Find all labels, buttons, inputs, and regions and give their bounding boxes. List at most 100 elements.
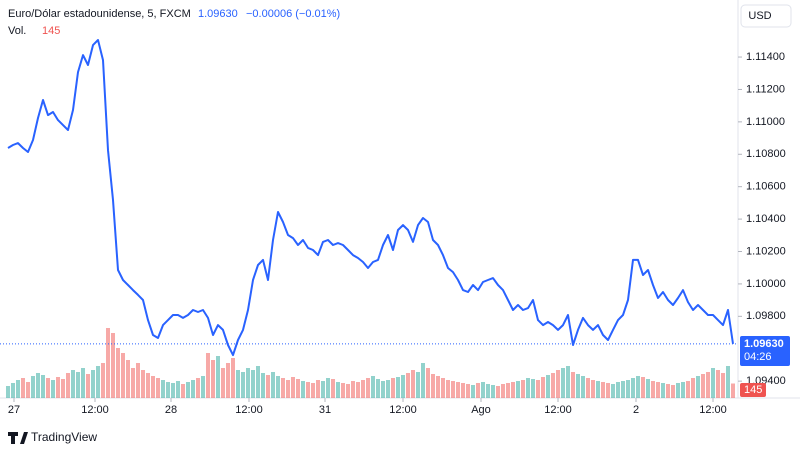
- x-tick-label: 31: [319, 404, 331, 416]
- volume-layer: [6, 328, 735, 398]
- volume-bar: [641, 377, 645, 398]
- volume-bar: [61, 379, 65, 398]
- volume-bar: [471, 385, 475, 398]
- brand[interactable]: TradingView: [31, 430, 97, 444]
- volume-bar: [661, 383, 665, 398]
- currency-label[interactable]: USD: [748, 10, 771, 22]
- x-tick-label: 12:00: [81, 404, 109, 416]
- volume-bar: [406, 373, 410, 398]
- header-change: −0.00006 (−0.01%): [246, 8, 340, 20]
- x-tick-label: 12:00: [699, 404, 727, 416]
- volume-bar: [101, 363, 105, 398]
- volume-bar: [241, 372, 245, 398]
- volume-bar: [646, 379, 650, 398]
- volume-bar: [556, 370, 560, 398]
- volume-bar: [336, 382, 340, 398]
- volume-bar: [711, 368, 715, 398]
- volume-bar: [281, 378, 285, 398]
- volume-bar: [486, 384, 490, 398]
- volume-bar: [361, 380, 365, 398]
- y-tick-label: 1.11000: [746, 116, 785, 128]
- volume-bar: [166, 382, 170, 398]
- plot-layer: [0, 39, 738, 357]
- volume-bar: [256, 366, 260, 398]
- volume-bar: [16, 380, 20, 398]
- volume-bar: [426, 368, 430, 398]
- volume-bar: [121, 353, 125, 398]
- volume-bar: [271, 372, 275, 398]
- volume-bar: [91, 370, 95, 398]
- x-tick-label: 27: [8, 404, 20, 416]
- volume-bar: [481, 382, 485, 398]
- volume-bar: [71, 370, 75, 398]
- volume-bar: [606, 383, 610, 398]
- volume-bar: [346, 384, 350, 398]
- volume-bar: [561, 368, 565, 398]
- volume-bar: [596, 381, 600, 398]
- volume-bar: [691, 378, 695, 398]
- volume-bar: [136, 363, 140, 398]
- volume-value: 145: [42, 25, 60, 37]
- volume-bar: [431, 374, 435, 398]
- volume-bar: [621, 381, 625, 398]
- volume-label-box: [740, 383, 766, 397]
- volume-bar: [421, 363, 425, 398]
- volume-bar: [201, 376, 205, 398]
- volume-bar: [236, 370, 240, 398]
- y-tick-label: 1.10800: [746, 148, 786, 160]
- volume-bar: [206, 353, 210, 398]
- volume-bar: [461, 383, 465, 398]
- volume-bar: [286, 380, 290, 398]
- volume-bar: [161, 380, 165, 398]
- volume-bar: [381, 381, 385, 398]
- y-tick-label: 1.09800: [746, 310, 786, 322]
- volume-bar: [106, 328, 110, 398]
- volume-bar: [131, 368, 135, 398]
- volume-bar: [316, 380, 320, 398]
- logo[interactable]: TradingView: [8, 430, 97, 444]
- volume-bar: [731, 383, 735, 398]
- volume-bar: [726, 366, 730, 398]
- volume-bar: [686, 381, 690, 398]
- x-tick-label: 28: [165, 404, 177, 416]
- volume-bar: [191, 380, 195, 398]
- volume-bar: [501, 384, 505, 398]
- volume-bar: [676, 383, 680, 398]
- y-tick-label: 1.11400: [746, 51, 785, 63]
- volume-bar: [591, 380, 595, 398]
- volume-bar: [341, 383, 345, 398]
- price-label: 1.09630: [744, 338, 784, 350]
- volume-bar: [36, 373, 40, 398]
- volume-bar: [301, 381, 305, 398]
- volume-bar: [491, 385, 495, 398]
- volume-bar: [76, 372, 80, 398]
- volume-bar: [631, 378, 635, 398]
- volume-bar: [386, 380, 390, 398]
- volume-bar: [436, 376, 440, 398]
- volume-bar: [96, 366, 100, 398]
- volume-bar: [276, 376, 280, 398]
- volume-bar: [371, 376, 375, 398]
- price-line: [7, 39, 734, 357]
- logo-mark: [8, 432, 28, 444]
- volume-bar: [411, 370, 415, 398]
- volume-bar: [296, 379, 300, 398]
- volume-bar: [231, 358, 235, 398]
- volume-bar: [706, 372, 710, 398]
- volume-bar: [536, 380, 540, 398]
- volume-bar: [531, 379, 535, 398]
- volume-bar: [566, 366, 570, 398]
- volume-bar: [476, 383, 480, 398]
- volume-bar: [171, 383, 175, 398]
- volume-bar: [681, 382, 685, 398]
- volume-title: Vol.: [8, 25, 26, 37]
- volume-bar: [181, 384, 185, 398]
- volume-bar: [601, 382, 605, 398]
- volume-bar: [26, 382, 30, 398]
- volume-bar: [456, 382, 460, 398]
- currency-button[interactable]: [740, 4, 792, 28]
- volume-bar: [186, 382, 190, 398]
- y-tick-label: 1.10600: [746, 181, 786, 193]
- volume-bar: [156, 378, 160, 398]
